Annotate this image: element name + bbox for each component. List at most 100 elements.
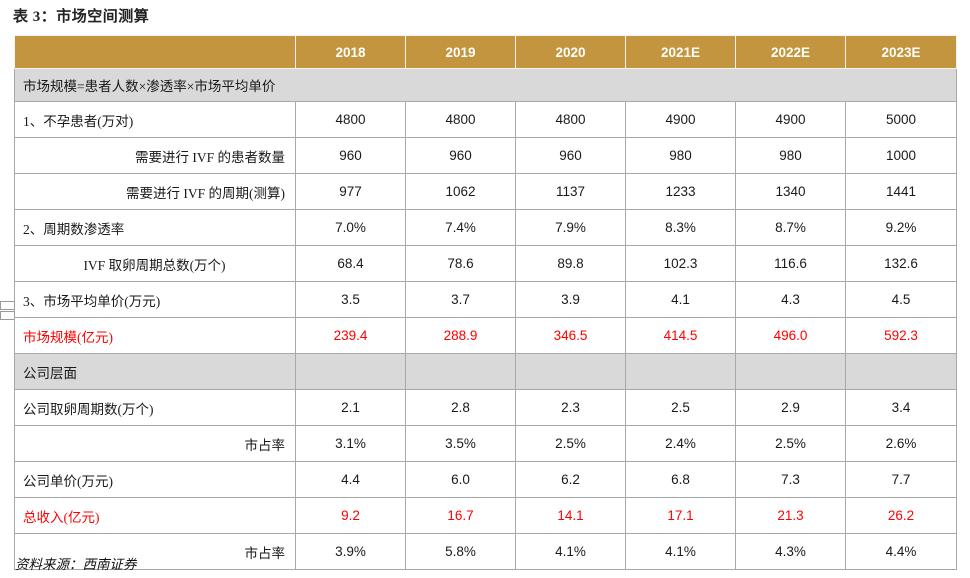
value-cell: 8.3%: [625, 209, 736, 246]
value-cell: 7.7: [845, 461, 957, 498]
value-cell: 3.5%: [405, 425, 516, 462]
value-cell: 16.7: [405, 497, 516, 534]
value-cell: 7.3: [735, 461, 846, 498]
row-label: 需要进行 IVF 的患者数量: [14, 137, 296, 174]
value-cell: 78.6: [405, 245, 516, 282]
value-cell: 2.5%: [515, 425, 626, 462]
value-cell: 4.4%: [845, 533, 957, 570]
value-cell: [515, 353, 626, 390]
value-cell: 2.6%: [845, 425, 957, 462]
formula-row: 市场规模=患者人数×渗透率×市场平均单价: [14, 68, 957, 102]
value-cell: 8.7%: [735, 209, 846, 246]
value-cell: 3.1%: [295, 425, 406, 462]
value-cell: 980: [625, 137, 736, 174]
year-header-row: 2018 2019 2020 2021E 2022E 2023E: [14, 35, 957, 69]
value-cell: 1062: [405, 173, 516, 210]
value-cell: 4.4: [295, 461, 406, 498]
value-cell: 6.2: [515, 461, 626, 498]
value-cell: 6.0: [405, 461, 516, 498]
value-cell: 17.1: [625, 497, 736, 534]
row-label: 需要进行 IVF 的周期(测算): [14, 173, 296, 210]
value-cell: 7.0%: [295, 209, 406, 246]
value-cell: 68.4: [295, 245, 406, 282]
row-label: 公司单价(万元): [14, 461, 296, 498]
value-cell: 4900: [735, 101, 846, 138]
source-note: 资料来源：西南证券: [15, 557, 137, 572]
year-header: 2021E: [625, 35, 736, 69]
value-cell: 592.3: [845, 317, 957, 354]
row-label: 公司取卵周期数(万个): [14, 389, 296, 426]
value-cell: 2.5%: [735, 425, 846, 462]
table-break-artifact: [0, 301, 15, 310]
row-label: 1、不孕患者(万对): [14, 101, 296, 138]
value-cell: 5000: [845, 101, 957, 138]
value-cell: 2.9: [735, 389, 846, 426]
year-header: 2019: [405, 35, 516, 69]
formula-note: 市场规模=患者人数×渗透率×市场平均单价: [14, 68, 957, 102]
value-cell: 26.2: [845, 497, 957, 534]
value-cell: [845, 353, 957, 390]
value-cell: 4800: [295, 101, 406, 138]
header-corner-cell: [14, 35, 296, 69]
value-cell: 414.5: [625, 317, 736, 354]
table-row: 总收入(亿元) 9.2 16.7 14.1 17.1 21.3 26.2: [14, 497, 957, 534]
table-row: 公司单价(万元) 4.4 6.0 6.2 6.8 7.3 7.7: [14, 461, 957, 498]
market-space-table: 2018 2019 2020 2021E 2022E 2023E 市场规模=患者…: [14, 35, 957, 318]
value-cell: 1340: [735, 173, 846, 210]
value-cell: 4.3%: [735, 533, 846, 570]
value-cell: 3.9%: [295, 533, 406, 570]
row-label: 市占率: [14, 533, 296, 570]
value-cell: 5.8%: [405, 533, 516, 570]
value-cell: 3.9: [515, 281, 626, 318]
table-row: 市场规模(亿元) 239.4 288.9 346.5 414.5 496.0 592.3: [14, 317, 957, 354]
value-cell: 960: [295, 137, 406, 174]
value-cell: 132.6: [845, 245, 957, 282]
value-cell: 3.4: [845, 389, 957, 426]
value-cell: 2.5: [625, 389, 736, 426]
value-cell: 116.6: [735, 245, 846, 282]
value-cell: 4800: [515, 101, 626, 138]
value-cell: 4.3: [735, 281, 846, 318]
year-header: 2023E: [845, 35, 957, 69]
value-cell: [295, 353, 406, 390]
value-cell: [735, 353, 846, 390]
row-label: IVF 取卵周期总数(万个): [14, 245, 296, 282]
value-cell: 4.1%: [515, 533, 626, 570]
row-label: 3、市场平均单价(万元): [14, 281, 296, 318]
value-cell: 2.8: [405, 389, 516, 426]
table-break-artifact: [0, 311, 15, 320]
table-row: 3、市场平均单价(万元) 3.5 3.7 3.9 4.1 4.3 4.5: [14, 281, 957, 318]
value-cell: 2.4%: [625, 425, 736, 462]
row-label: 公司层面: [14, 353, 296, 390]
value-cell: 7.4%: [405, 209, 516, 246]
value-cell: 102.3: [625, 245, 736, 282]
row-label: 2、周期数渗透率: [14, 209, 296, 246]
value-cell: 9.2%: [845, 209, 957, 246]
value-cell: 4800: [405, 101, 516, 138]
year-header: 2018: [295, 35, 406, 69]
value-cell: 1000: [845, 137, 957, 174]
table-row: 公司层面: [14, 353, 957, 390]
value-cell: 2.1: [295, 389, 406, 426]
value-cell: 14.1: [515, 497, 626, 534]
table-title: 表 3：市场空间测算: [13, 9, 150, 25]
value-cell: 1137: [515, 173, 626, 210]
value-cell: 288.9: [405, 317, 516, 354]
table-row: 需要进行 IVF 的患者数量 960 960 960 980 980 1000: [14, 137, 957, 174]
table-row: IVF 取卵周期总数(万个) 68.4 78.6 89.8 102.3 116.6 132.…: [14, 245, 957, 282]
row-label: 市场规模(亿元): [14, 317, 296, 354]
value-cell: 346.5: [515, 317, 626, 354]
value-cell: 3.5: [295, 281, 406, 318]
value-cell: 977: [295, 173, 406, 210]
table-row: 1、不孕患者(万对) 4800 4800 4800 4900 4900 5000: [14, 101, 957, 138]
value-cell: 4900: [625, 101, 736, 138]
value-cell: 4.5: [845, 281, 957, 318]
table-row: 公司取卵周期数(万个) 2.1 2.8 2.3 2.5 2.9 3.4: [14, 389, 957, 426]
value-cell: 2.3: [515, 389, 626, 426]
value-cell: 239.4: [295, 317, 406, 354]
year-header: 2022E: [735, 35, 846, 69]
value-cell: 89.8: [515, 245, 626, 282]
value-cell: 4.1%: [625, 533, 736, 570]
table-row: 市占率 3.9% 5.8% 4.1% 4.1% 4.3% 4.4%: [14, 533, 957, 570]
